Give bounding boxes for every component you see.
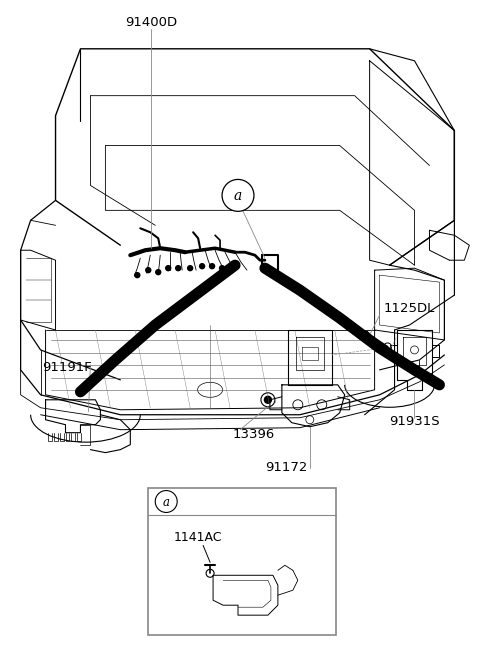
Text: a: a bbox=[163, 496, 170, 509]
Circle shape bbox=[176, 266, 180, 270]
Circle shape bbox=[146, 268, 151, 273]
Text: 1125DL: 1125DL bbox=[384, 302, 435, 315]
Text: 91400D: 91400D bbox=[125, 16, 177, 29]
Text: a: a bbox=[234, 189, 242, 203]
Text: 1141AC: 1141AC bbox=[173, 531, 222, 544]
Circle shape bbox=[229, 266, 235, 270]
Circle shape bbox=[210, 264, 215, 268]
Circle shape bbox=[155, 490, 177, 513]
Circle shape bbox=[135, 273, 140, 278]
Circle shape bbox=[200, 264, 204, 268]
Bar bbox=[148, 488, 336, 635]
Text: 91172: 91172 bbox=[264, 461, 307, 474]
Circle shape bbox=[166, 266, 171, 270]
Text: 91191F: 91191F bbox=[43, 361, 92, 374]
Circle shape bbox=[264, 396, 271, 404]
Circle shape bbox=[219, 266, 225, 270]
Circle shape bbox=[156, 270, 161, 275]
Circle shape bbox=[222, 180, 254, 212]
Text: 13396: 13396 bbox=[233, 428, 275, 441]
Text: 91931S: 91931S bbox=[390, 415, 440, 428]
Circle shape bbox=[188, 266, 192, 270]
